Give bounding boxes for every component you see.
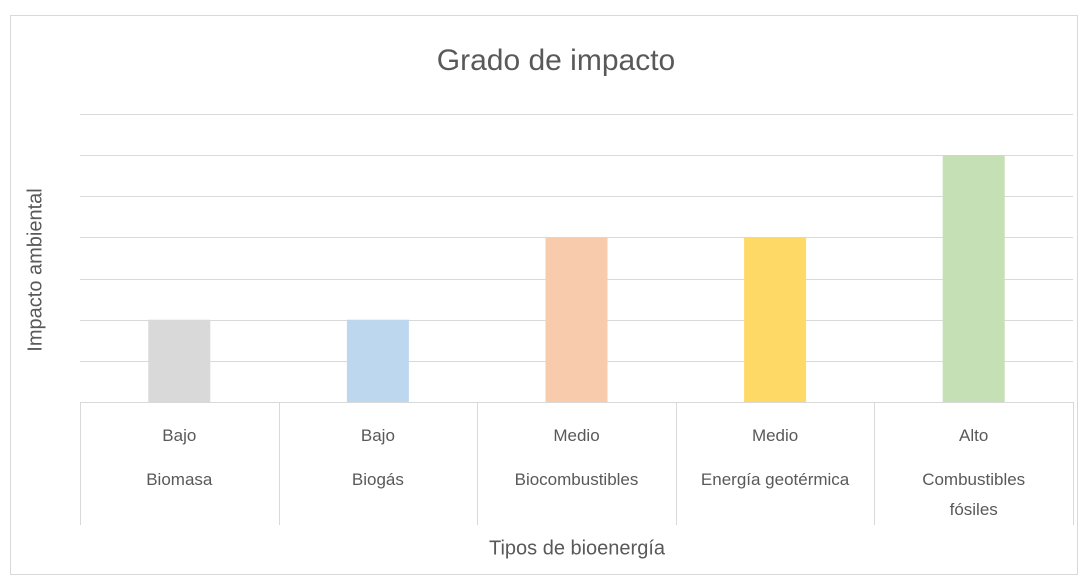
bar (744, 237, 807, 402)
chart-border (10, 15, 1078, 575)
category-group-label: Medio (553, 426, 600, 445)
x-tick-label: Biogás (351, 470, 404, 489)
x-tick-label: Combustibles fósiles (922, 470, 1026, 519)
category-group-label: Bajo (360, 426, 395, 445)
x-tick-label: Biomasa (146, 470, 213, 489)
category-group-label: Alto (959, 426, 989, 445)
chart-title: Grado de impacto (437, 44, 675, 77)
y-axis-title: Impacto ambiental (24, 188, 46, 351)
category-group-label: Bajo (162, 426, 197, 445)
x-tick-label: Biocombustibles (514, 470, 639, 489)
bar (148, 319, 211, 402)
bar (346, 319, 409, 402)
x-tick-label: Energía geotérmica (700, 470, 850, 489)
x-axis-title: Tipos de bioenergía (489, 537, 666, 559)
category-group-label: Medio (751, 426, 799, 445)
bar (942, 155, 1005, 402)
bar (545, 237, 608, 402)
